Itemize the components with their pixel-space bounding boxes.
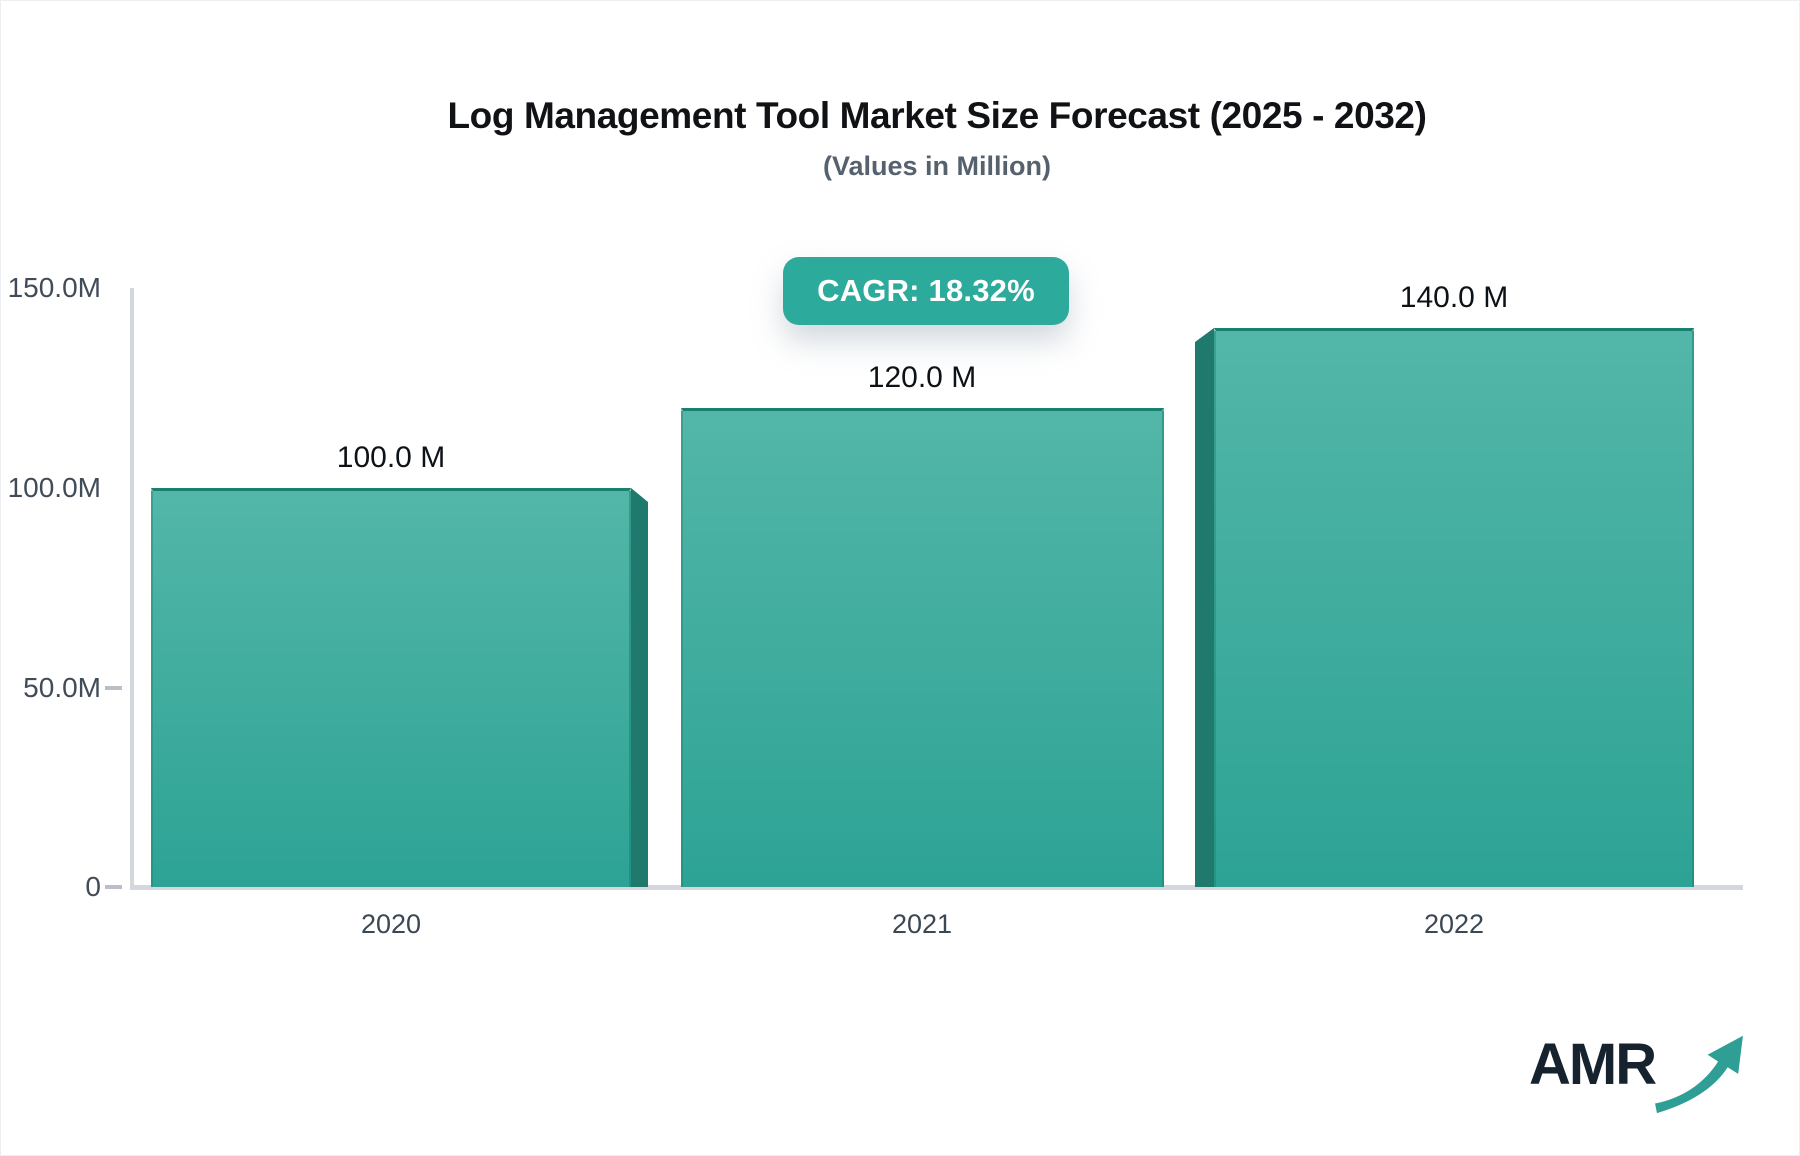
y-tick-label-100: 100.0M xyxy=(7,472,101,503)
bar-2020-side-face xyxy=(631,488,648,887)
y-tick-label-0: 0 xyxy=(85,871,101,902)
bar-2022-side-face xyxy=(1195,328,1214,887)
bar-value-label-2021: 120.0 M xyxy=(867,361,977,394)
x-tick-label-2020: 2020 xyxy=(360,909,422,939)
amr-logo: AMR xyxy=(1529,1023,1749,1118)
y-tick-mark-0 xyxy=(105,885,122,889)
chart-title: Log Management Tool Market Size Forecast… xyxy=(447,95,1427,136)
cagr-badge: CAGR: 18.32% xyxy=(783,257,1069,325)
x-tick-label-2022: 2022 xyxy=(1423,909,1485,939)
y-tick-mark-50 xyxy=(105,686,122,690)
amr-logo-text: AMR xyxy=(1529,1032,1657,1097)
x-tick-label-2021: 2021 xyxy=(891,909,953,939)
growth-arrow-icon xyxy=(1655,1035,1743,1114)
y-axis-line xyxy=(130,288,134,889)
bar-value-label-2022: 140.0 M xyxy=(1399,281,1509,314)
bar-2021 xyxy=(681,408,1164,887)
y-tick-label-50: 50.0M xyxy=(23,672,101,703)
bar-2022 xyxy=(1214,328,1694,887)
chart-subtitle: (Values in Million) xyxy=(822,151,1052,181)
y-tick-label-150: 150.0M xyxy=(7,272,101,303)
bar-value-label-2020: 100.0 M xyxy=(336,441,446,474)
bar-2020 xyxy=(151,488,631,887)
x-axis-line xyxy=(130,885,1743,890)
